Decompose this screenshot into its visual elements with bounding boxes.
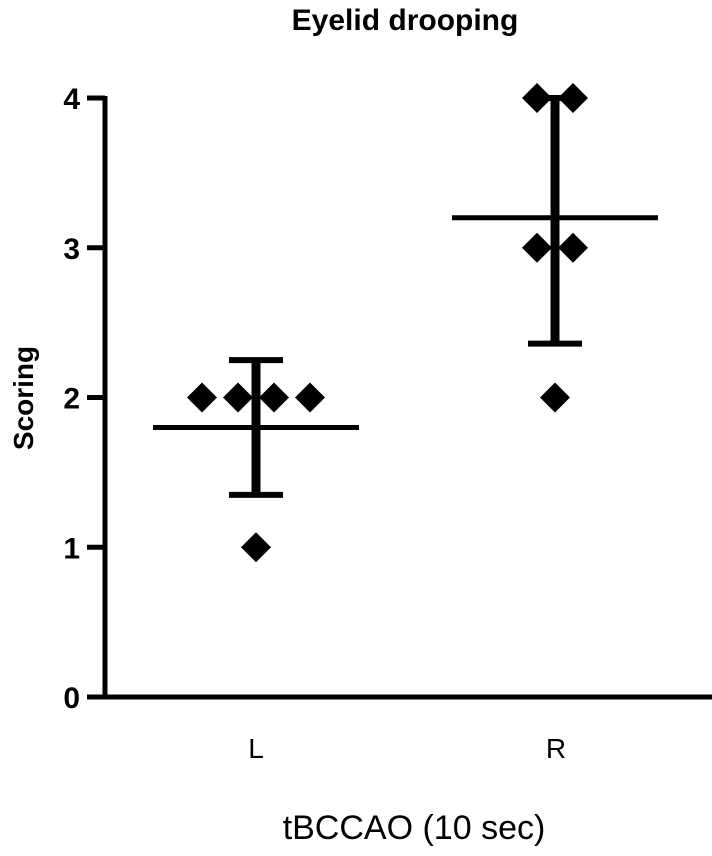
- y-ticks: 0 1 2 3 4: [63, 83, 105, 715]
- y-tick-label: 2: [63, 383, 80, 416]
- y-tick-label: 4: [63, 83, 80, 116]
- chart-title: Eyelid drooping: [292, 4, 519, 37]
- chart-marks: [153, 83, 658, 563]
- data-point: [187, 382, 217, 413]
- data-point: [558, 83, 588, 113]
- x-axis-label: tBCCAO (10 sec): [283, 809, 546, 847]
- y-tick-label: 3: [63, 233, 80, 266]
- y-tick-label: 1: [63, 532, 80, 565]
- data-point: [522, 83, 552, 113]
- data-point: [558, 232, 588, 263]
- data-point: [241, 532, 271, 563]
- data-point: [295, 382, 325, 413]
- y-axis-label: Scoring: [8, 346, 39, 450]
- y-tick-label: 0: [63, 682, 80, 715]
- data-point: [259, 382, 289, 413]
- x-tick-label: L: [248, 733, 264, 764]
- data-point: [522, 232, 552, 263]
- data-point: [223, 382, 253, 413]
- x-tick-label: R: [546, 733, 566, 764]
- data-point: [540, 382, 570, 413]
